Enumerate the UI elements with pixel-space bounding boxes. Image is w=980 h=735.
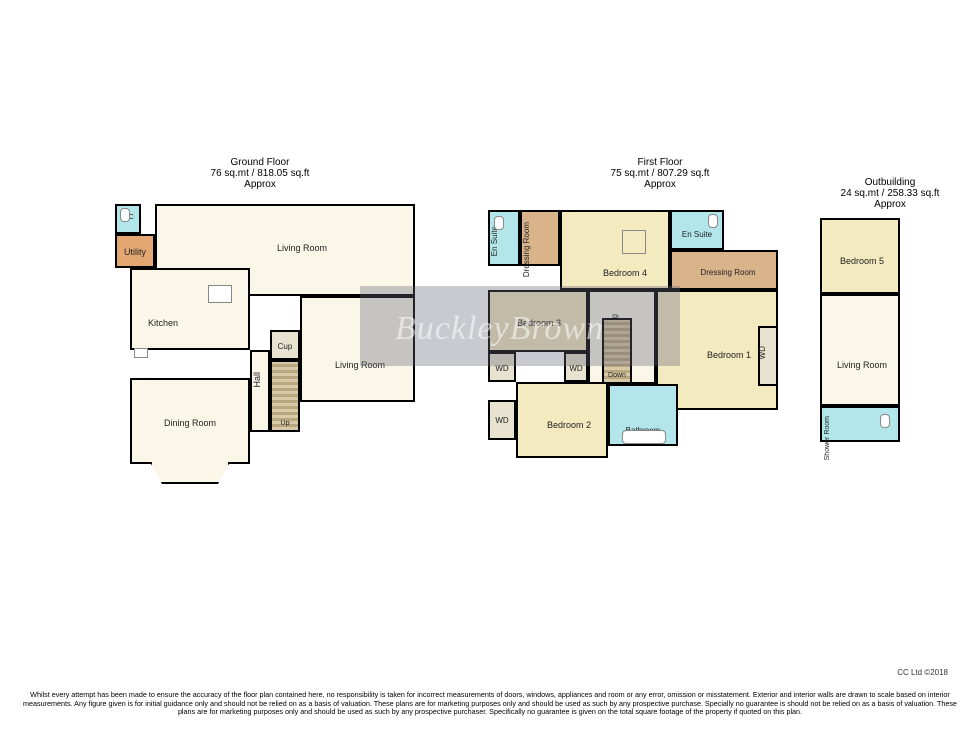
- room-bedroom-4: [560, 210, 670, 290]
- toilet-fixture: [880, 414, 890, 428]
- stairs-ground: [270, 360, 300, 432]
- watermark-bg: [360, 286, 680, 366]
- room-hall: [250, 350, 270, 432]
- room-utility: [115, 234, 155, 268]
- floorplan-canvas: Ground Floor76 sq.mt / 818.05 sq.ftAppro…: [0, 0, 980, 735]
- room-dressing-room-1: [520, 210, 560, 266]
- room-bedroom-2: [516, 382, 608, 458]
- room-wd-4: [488, 400, 516, 440]
- floor-title-first: First Floor75 sq.mt / 807.29 sq.ftApprox: [590, 157, 730, 190]
- room-kitchen: [130, 268, 250, 350]
- room-en-suite-1: [488, 210, 520, 266]
- toilet-fixture: [120, 208, 130, 222]
- disclaimer-text: Whilst every attempt has been made to en…: [20, 691, 960, 717]
- bay-window: [150, 462, 230, 484]
- floor-title-outbuilding: Outbuilding24 sq.mt / 258.33 sq.ftApprox: [820, 177, 960, 210]
- room-dressing-room-2: [670, 250, 778, 290]
- room-cup: [270, 330, 300, 360]
- floor-title-ground: Ground Floor76 sq.mt / 818.05 sq.ftAppro…: [190, 157, 330, 190]
- room-living-room-out: [820, 294, 900, 406]
- bath-fixture: [622, 430, 666, 444]
- toilet-fixture: [494, 216, 504, 230]
- sink-fixture: [134, 348, 148, 358]
- copyright: CC Ltd ©2018: [897, 668, 948, 677]
- room-bedroom-5: [820, 218, 900, 294]
- room-dining-room: [130, 378, 250, 464]
- room-wd-3: [758, 326, 778, 386]
- toilet-fixture: [708, 214, 718, 228]
- hatch-fixture: [622, 230, 646, 254]
- hob-fixture: [208, 285, 232, 303]
